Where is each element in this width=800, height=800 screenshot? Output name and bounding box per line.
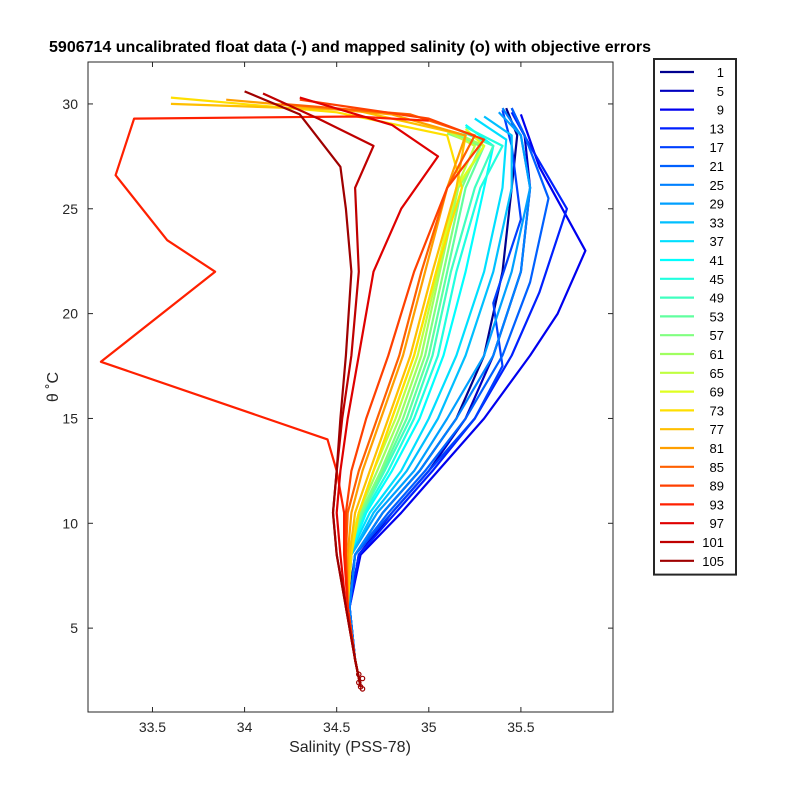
legend-label-105: 105 — [702, 554, 724, 569]
marker-layer — [355, 671, 366, 692]
legend-label-69: 69 — [710, 385, 724, 400]
legend-label-5: 5 — [717, 84, 724, 99]
x-axis-label: Salinity (PSS-78) — [289, 739, 411, 756]
series-line-93 — [99, 115, 429, 688]
legend-label-1: 1 — [717, 65, 724, 80]
legend-label-101: 101 — [702, 535, 724, 550]
y-tick-label: 20 — [62, 306, 78, 322]
plot-frame — [87, 61, 614, 713]
legend-label-73: 73 — [710, 403, 724, 418]
y-tick-label: 15 — [62, 410, 78, 426]
legend-label-25: 25 — [710, 178, 724, 193]
legend-label-29: 29 — [710, 197, 724, 212]
legend-label-93: 93 — [710, 497, 724, 512]
y-tick-label: 25 — [62, 201, 78, 217]
mapped-salinity-marker-5 — [359, 686, 366, 692]
x-tick-label: 35.5 — [507, 719, 534, 735]
x-tick-label: 34 — [237, 719, 253, 735]
y-tick-label: 5 — [70, 620, 78, 636]
legend-label-57: 57 — [710, 328, 724, 343]
legend-label-37: 37 — [710, 234, 724, 249]
legend-label-13: 13 — [710, 121, 724, 136]
legend-label-21: 21 — [710, 159, 724, 174]
series-layer — [99, 90, 587, 688]
legend-label-61: 61 — [710, 347, 724, 362]
legend-label-85: 85 — [710, 460, 724, 475]
y-axis-label: θ ˚C — [45, 372, 62, 402]
legend-label-97: 97 — [710, 516, 724, 531]
legend-label-17: 17 — [710, 140, 724, 155]
x-tick-label: 33.5 — [139, 719, 166, 735]
legend-label-41: 41 — [710, 253, 724, 268]
chart-title: 5906714 uncalibrated float data (-) and … — [49, 39, 651, 56]
x-tick-label: 34.5 — [323, 719, 350, 735]
mapped-salinity-marker-4 — [355, 671, 362, 678]
x-tick-label: 35 — [421, 719, 437, 735]
legend-label-89: 89 — [710, 479, 724, 494]
legend-label-9: 9 — [717, 103, 724, 118]
series-line-105 — [244, 90, 362, 688]
legend-label-33: 33 — [710, 215, 724, 230]
y-tick-label: 10 — [62, 515, 78, 531]
legend-label-45: 45 — [710, 272, 724, 287]
legend-label-49: 49 — [710, 291, 724, 306]
legend-label-65: 65 — [710, 366, 724, 381]
legend-label-53: 53 — [710, 309, 724, 324]
legend-label-81: 81 — [710, 441, 724, 456]
y-tick-label: 30 — [62, 96, 78, 112]
mapped-salinity-marker-3 — [359, 675, 366, 682]
legend-label-77: 77 — [710, 422, 724, 437]
legend: 1 5 9 13 17 21 25 29 33 37 41 45 49 53 57 61 65 69 73 77 81 8… — [653, 58, 737, 576]
tick-layer: 33.5 34 34.5 35 35.5 5 10 15 20 25 30 — [62, 62, 613, 735]
